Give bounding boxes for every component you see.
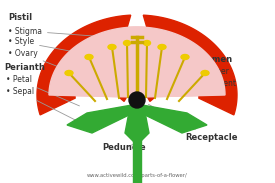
- Polygon shape: [49, 27, 225, 97]
- Polygon shape: [125, 107, 149, 145]
- Text: Stamen: Stamen: [196, 55, 232, 64]
- Polygon shape: [49, 27, 225, 97]
- Text: www.activewild.com/parts-of-a-flower/: www.activewild.com/parts-of-a-flower/: [87, 173, 187, 178]
- Ellipse shape: [158, 44, 166, 49]
- Text: • Sepal: • Sepal: [6, 87, 92, 129]
- Ellipse shape: [144, 40, 150, 46]
- Text: • Filament: • Filament: [175, 76, 236, 89]
- Text: • Petal: • Petal: [6, 76, 79, 106]
- Polygon shape: [134, 45, 179, 95]
- Polygon shape: [143, 15, 237, 115]
- Text: Pistil: Pistil: [8, 14, 32, 23]
- Polygon shape: [72, 57, 136, 101]
- Text: Perianth: Perianth: [4, 64, 45, 72]
- Polygon shape: [95, 45, 139, 95]
- Polygon shape: [37, 15, 131, 115]
- Text: • Stigma: • Stigma: [8, 27, 132, 39]
- Text: • Ovary: • Ovary: [8, 48, 128, 94]
- Text: • Style: • Style: [8, 38, 132, 63]
- Ellipse shape: [65, 70, 73, 76]
- Ellipse shape: [108, 44, 116, 49]
- Text: Peduncle: Peduncle: [102, 143, 146, 152]
- Ellipse shape: [85, 55, 93, 59]
- Text: • Anther: • Anther: [164, 45, 229, 76]
- Ellipse shape: [181, 55, 189, 59]
- Polygon shape: [138, 57, 202, 101]
- Text: Receptacle: Receptacle: [148, 104, 238, 143]
- Polygon shape: [142, 105, 207, 133]
- Ellipse shape: [123, 40, 131, 46]
- Polygon shape: [117, 40, 143, 91]
- Polygon shape: [131, 40, 157, 91]
- Ellipse shape: [201, 70, 209, 76]
- Polygon shape: [130, 65, 144, 87]
- Circle shape: [129, 92, 145, 108]
- Polygon shape: [67, 105, 132, 133]
- Polygon shape: [133, 107, 141, 183]
